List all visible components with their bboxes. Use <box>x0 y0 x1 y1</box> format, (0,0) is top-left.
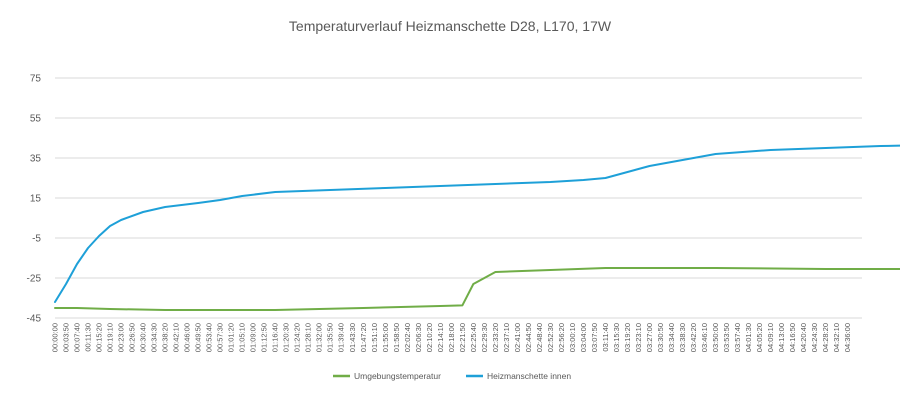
x-tick-label: 02:33:20 <box>491 323 500 352</box>
x-tick-label: 00:53:40 <box>205 323 214 352</box>
x-tick-label: 02:06:30 <box>414 323 423 352</box>
x-tick-label: 01:47:20 <box>359 323 368 352</box>
x-tick-label: 02:37:10 <box>502 323 511 352</box>
y-tick-label: -5 <box>32 234 41 245</box>
x-tick-label: 00:46:00 <box>183 323 192 352</box>
x-tick-label: 04:24:30 <box>810 323 819 352</box>
gridlines <box>55 77 862 319</box>
x-tick-label: 00:23:00 <box>117 323 126 352</box>
x-tick-label: 02:10:20 <box>425 323 434 352</box>
x-tick-label: 02:14:10 <box>436 323 445 352</box>
y-tick-label: 55 <box>30 114 42 125</box>
x-tick-label: 02:56:20 <box>557 323 566 352</box>
x-tick-label: 03:11:40 <box>601 323 610 352</box>
x-tick-label: 03:23:10 <box>634 323 643 352</box>
x-tick-label: 02:25:40 <box>469 323 478 352</box>
x-tick-label: 02:29:30 <box>480 323 489 352</box>
x-tick-label: 01:39:40 <box>337 323 346 352</box>
x-tick-label: 01:24:20 <box>293 323 302 352</box>
x-tick-label: 04:01:30 <box>744 323 753 352</box>
x-tick-label: 00:26:50 <box>128 323 137 352</box>
x-tick-label: 01:16:40 <box>271 323 280 352</box>
x-tick-label: 04:05:20 <box>755 323 764 352</box>
x-tick-label: 01:43:30 <box>348 323 357 352</box>
x-tick-label: 03:50:00 <box>711 323 720 352</box>
x-tick-label: 03:57:40 <box>733 323 742 352</box>
x-tick-label: 01:51:10 <box>370 323 379 352</box>
series-line-0 <box>54 267 900 311</box>
x-tick-label: 01:09:00 <box>249 323 258 352</box>
x-tick-label: 04:20:40 <box>799 323 808 352</box>
x-tick-label: 01:28:10 <box>304 323 313 352</box>
x-tick-label: 04:32:10 <box>832 323 841 352</box>
x-tick-label: 00:07:40 <box>73 323 82 352</box>
x-tick-label: 02:52:30 <box>546 323 555 352</box>
x-tick-label: 02:41:00 <box>513 323 522 352</box>
x-tick-label: 03:42:20 <box>689 323 698 352</box>
x-tick-label: 02:02:40 <box>403 323 412 352</box>
x-tick-label: 03:15:30 <box>612 323 621 352</box>
x-tick-label: 01:05:10 <box>238 323 247 352</box>
y-tick-label: -45 <box>27 314 42 325</box>
x-tick-label: 01:55:00 <box>381 323 390 352</box>
x-tick-label: 00:57:30 <box>216 323 225 352</box>
x-tick-label: 02:44:50 <box>524 323 533 352</box>
x-tick-label: 00:00:00 <box>51 323 60 352</box>
x-tick-label: 03:00:10 <box>568 323 577 352</box>
chart-title: Temperaturverlauf Heizmanschette D28, L1… <box>289 18 612 34</box>
x-tick-label: 03:53:50 <box>722 323 731 352</box>
x-tick-label: 00:03:50 <box>62 323 71 352</box>
x-tick-label: 02:21:50 <box>458 323 467 352</box>
x-tick-label: 03:04:00 <box>579 323 588 352</box>
x-tick-label: 03:38:30 <box>678 323 687 352</box>
x-tick-label: 00:42:10 <box>172 323 181 352</box>
x-tick-label: 04:28:20 <box>821 323 830 352</box>
x-axis-tick-labels: 00:00:00 00:03:50 00:07:40 00:11:30 00:15:20… <box>51 323 853 352</box>
x-tick-label: 02:18:00 <box>447 323 456 352</box>
x-tick-label: 04:13:00 <box>777 323 786 352</box>
series-lines <box>54 144 900 311</box>
x-tick-label: 04:09:10 <box>766 323 775 352</box>
x-tick-label: 01:35:50 <box>326 323 335 352</box>
x-tick-label: 00:19:10 <box>106 323 115 352</box>
x-tick-label: 02:48:40 <box>535 323 544 352</box>
y-tick-label: 75 <box>30 74 42 85</box>
x-tick-label: 03:19:20 <box>623 323 632 352</box>
y-tick-label: 15 <box>30 194 42 205</box>
legend: Umgebungstemperatur Heizmanschette innen <box>333 371 571 381</box>
x-tick-label: 04:36:00 <box>843 323 852 352</box>
x-tick-label: 01:20:30 <box>282 323 291 352</box>
x-tick-label: 00:11:30 <box>84 323 93 352</box>
x-tick-label: 00:49:50 <box>194 323 203 352</box>
x-tick-label: 00:38:20 <box>161 323 170 352</box>
y-tick-label: -25 <box>27 274 42 285</box>
legend-label: Heizmanschette innen <box>487 371 571 381</box>
x-tick-label: 01:32:00 <box>315 323 324 352</box>
x-tick-label: 04:16:50 <box>788 323 797 352</box>
y-tick-label: 35 <box>30 154 42 165</box>
x-tick-label: 01:01:20 <box>227 323 236 352</box>
x-tick-label: 03:27:00 <box>645 323 654 352</box>
x-tick-label: 00:34:30 <box>150 323 159 352</box>
x-tick-label: 00:15:20 <box>95 323 104 352</box>
x-tick-label: 01:58:50 <box>392 323 401 352</box>
x-tick-label: 03:07:50 <box>590 323 599 352</box>
series-line-1 <box>54 144 900 303</box>
x-tick-label: 03:46:10 <box>700 323 709 352</box>
x-tick-label: 03:30:50 <box>656 323 665 352</box>
legend-label: Umgebungstemperatur <box>354 371 441 381</box>
y-axis-tick-labels: -45 -25 -5 15 35 55 75 <box>27 74 42 325</box>
x-tick-label: 00:30:40 <box>139 323 148 352</box>
x-tick-label: 03:34:40 <box>667 323 676 352</box>
x-tick-label: 01:12:50 <box>260 323 269 352</box>
